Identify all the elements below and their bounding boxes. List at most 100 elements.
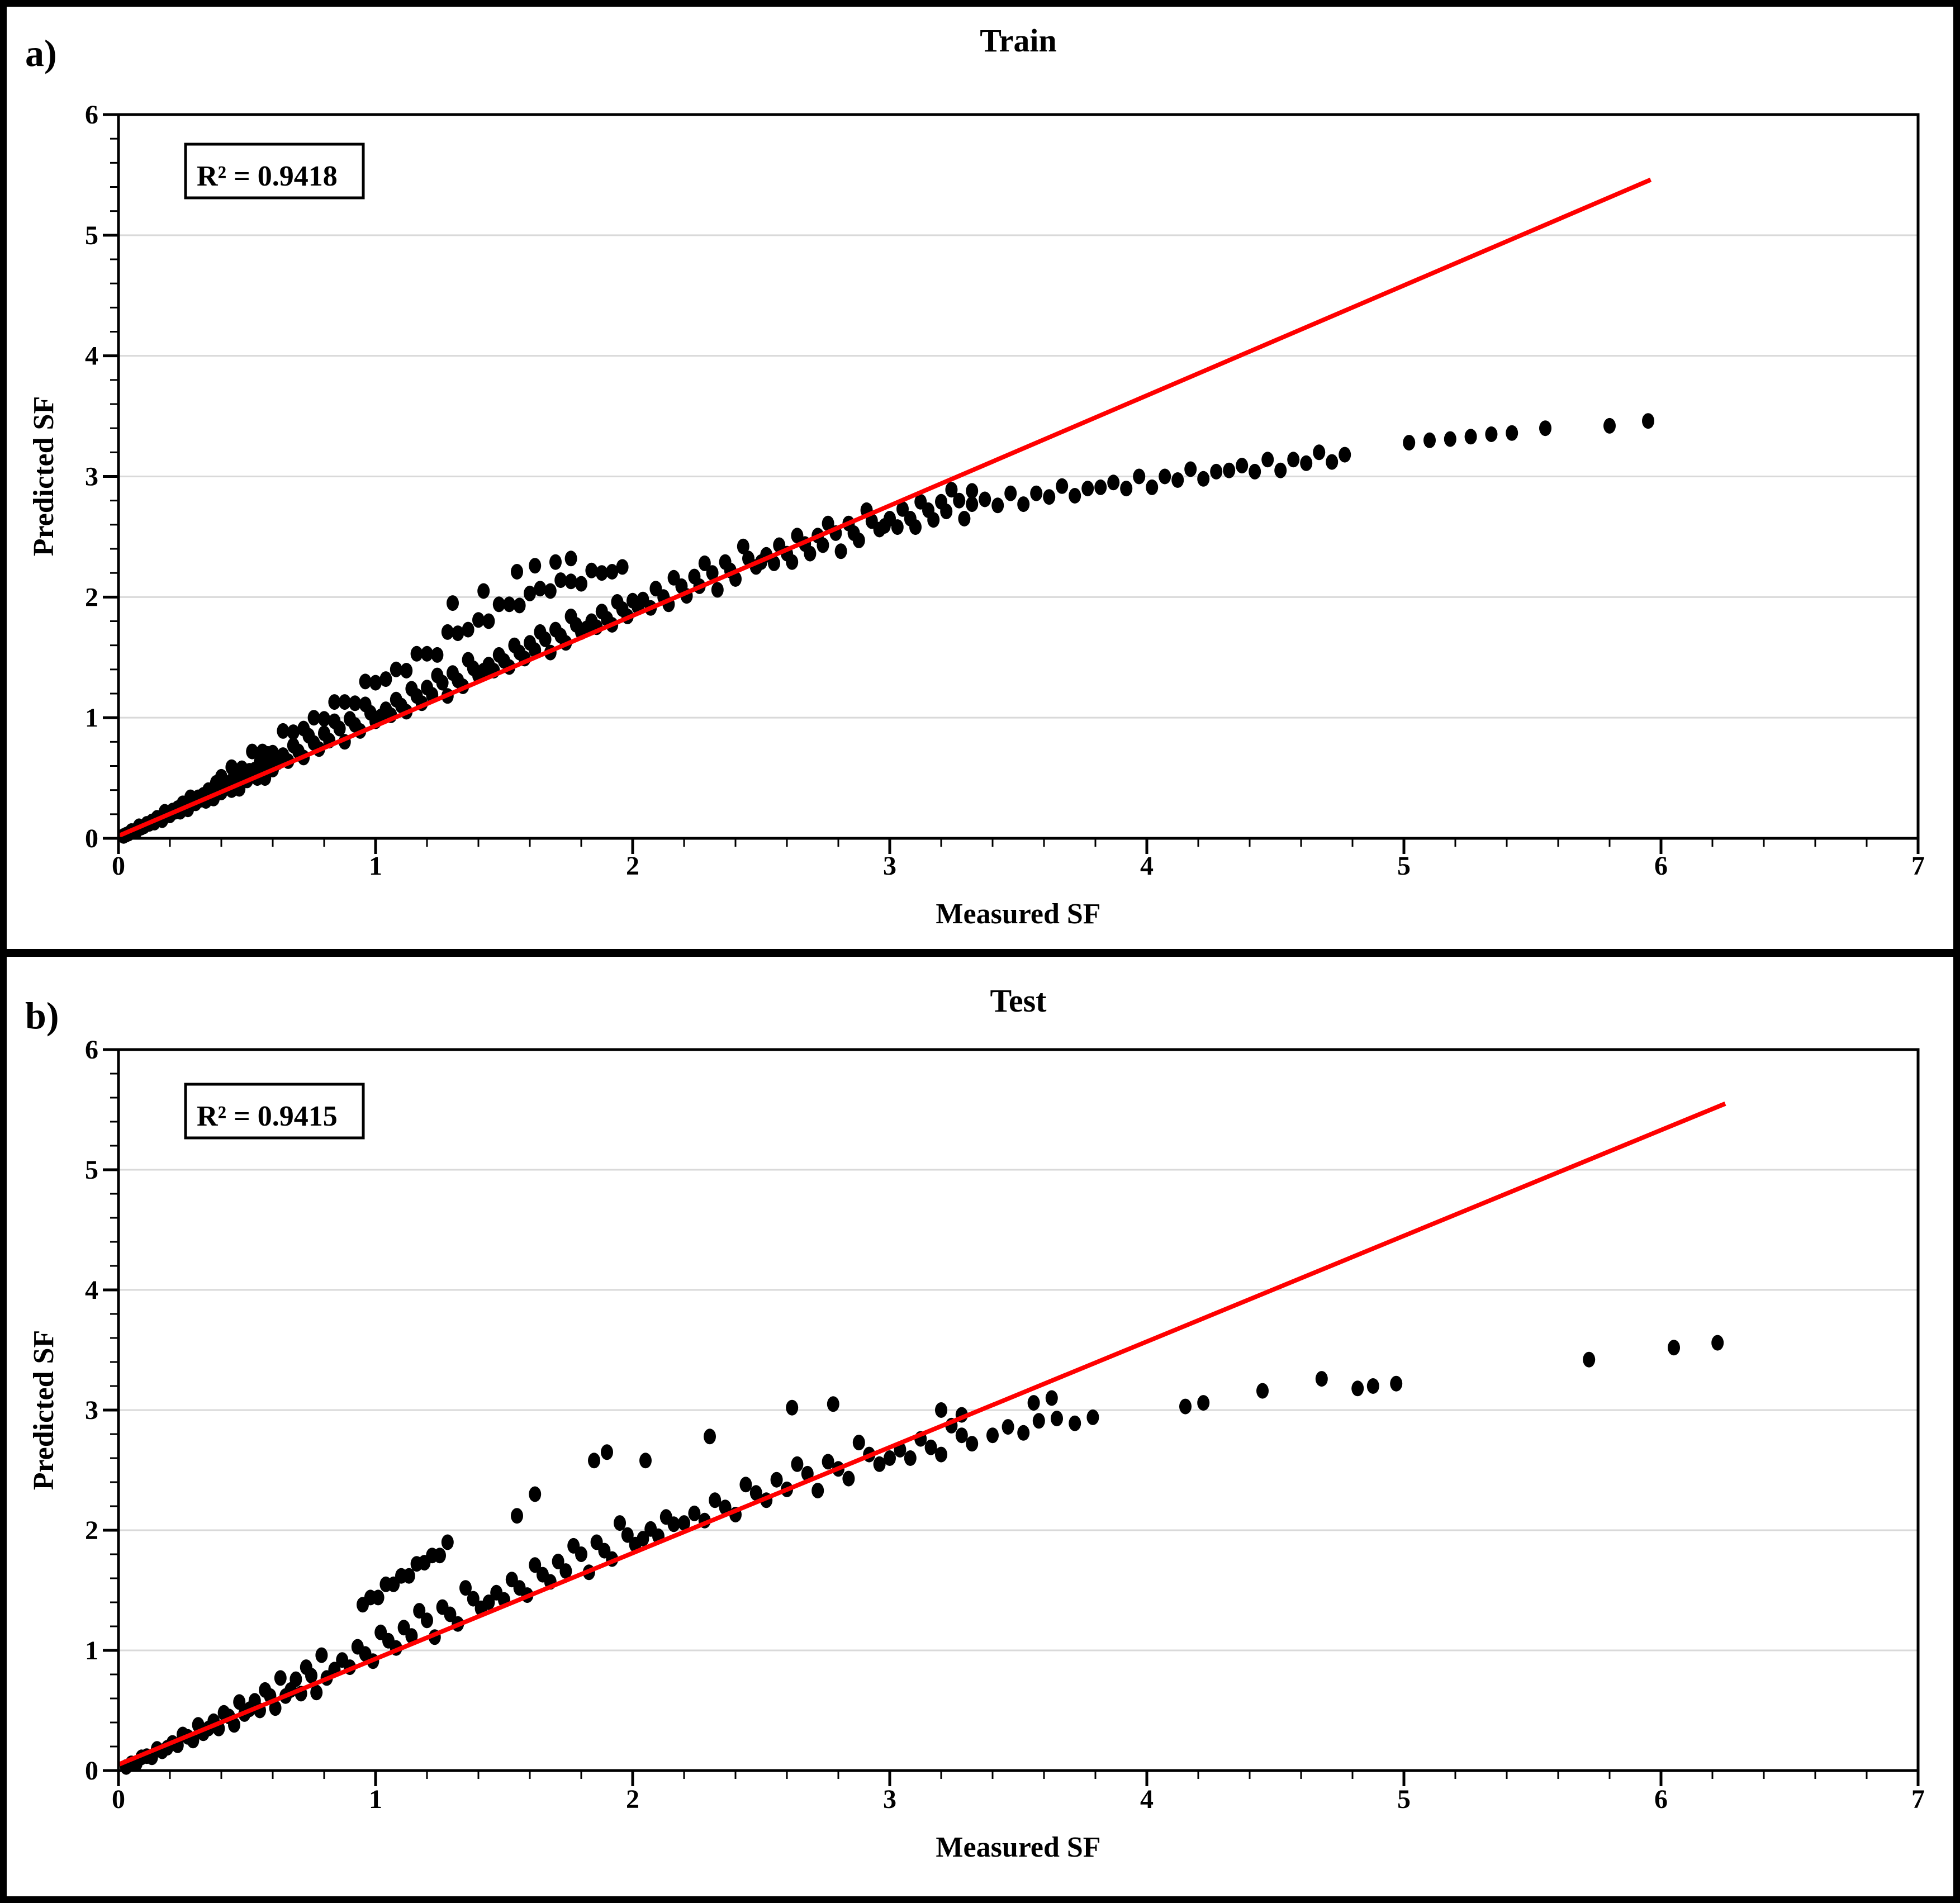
scatter-points-b	[120, 1335, 1724, 1775]
scatter-point	[909, 519, 922, 535]
scatter-point	[711, 582, 724, 598]
r2-box-b	[184, 1083, 365, 1140]
scatter-point	[1339, 447, 1351, 463]
scatter-point	[966, 1436, 979, 1452]
y-tick-label: 4	[85, 341, 98, 371]
scatter-point	[1179, 1398, 1192, 1415]
panel-test: b) Test 0 1 2 3 4 5 6 7 0 1 2 3 4 5 6 R² = 0.9415 Mea…	[25, 983, 1925, 1863]
scatter-point	[768, 555, 780, 571]
scatter-point	[529, 1557, 542, 1573]
scatter-point	[1081, 481, 1094, 497]
axis-ticks-b	[103, 1048, 1920, 1786]
scatter-point	[1668, 1340, 1680, 1356]
y-axis-label-b: Predicted SF	[28, 1330, 60, 1490]
trendline-b	[117, 1102, 1726, 1767]
scatter-point	[1030, 485, 1043, 501]
scatter-point	[318, 711, 330, 727]
scatter-point	[1403, 435, 1416, 451]
scatter-point	[359, 673, 372, 690]
axis-ticks-a	[103, 113, 1920, 854]
scatter-point	[564, 573, 577, 590]
scatter-point	[349, 695, 362, 711]
scatter-point	[369, 675, 382, 691]
scatter-point	[986, 1427, 999, 1444]
scatter-point	[462, 621, 474, 638]
scatter-point	[559, 1563, 572, 1579]
scatter-point	[467, 1591, 480, 1607]
scatter-point	[482, 613, 495, 629]
panel-train: a) Train 0 1 2 3 4 5 6 7 0 1 2 3 4 5 6 R² = 0.9418 Me…	[25, 22, 1925, 930]
scatter-point	[333, 720, 346, 737]
scatter-point	[688, 1505, 701, 1521]
scatter-point	[1051, 1411, 1063, 1427]
scatter-point	[441, 624, 454, 640]
scatter-point	[884, 1450, 896, 1466]
scatter-point	[927, 512, 940, 528]
scatter-point	[1313, 444, 1326, 461]
scatter-point	[873, 1456, 886, 1472]
scatter-point	[904, 1450, 917, 1466]
x-tick-label: 0	[112, 851, 125, 881]
scatter-point	[1197, 1395, 1210, 1411]
scatter-point	[955, 1427, 968, 1444]
r2-value-a: R² = 0.9418	[197, 160, 338, 192]
scatter-point	[979, 491, 991, 507]
scatter-point	[698, 555, 711, 571]
scatter-point	[966, 496, 979, 512]
scatter-point	[1002, 1419, 1014, 1435]
scatter-point	[791, 1456, 804, 1472]
scatter-point	[706, 565, 719, 581]
scatter-point	[246, 743, 259, 760]
y-tick-labels-b: 0 1 2 3 4 5 6	[85, 1035, 98, 1786]
scatter-point	[524, 585, 536, 601]
scatter-point	[1032, 1413, 1045, 1429]
scatter-point	[786, 554, 799, 570]
x-tick-label: 2	[626, 851, 639, 881]
scatter-point	[421, 646, 433, 662]
trendline-a	[117, 177, 1652, 838]
scatter-point	[1300, 455, 1313, 471]
scatter-point	[511, 1508, 523, 1524]
scatter-point	[267, 744, 279, 761]
scatter-point	[290, 1671, 302, 1687]
scatter-point	[379, 671, 392, 687]
r2-box-a	[184, 143, 365, 200]
scatter-point	[827, 1396, 839, 1412]
x-tick-label: 3	[883, 851, 896, 881]
scatter-point	[1256, 1383, 1269, 1399]
gridlines-a	[118, 234, 1918, 719]
scatter-point	[667, 1516, 680, 1532]
scatter-point	[402, 1568, 415, 1584]
scatter-point	[935, 1402, 947, 1418]
scatter-point	[459, 1580, 472, 1596]
scatter-point	[1274, 462, 1287, 478]
scatter-point	[1056, 478, 1069, 494]
scatter-point	[413, 1603, 426, 1619]
scatter-point	[1603, 417, 1616, 434]
scatter-point	[564, 551, 577, 567]
scatter-point	[1184, 461, 1197, 477]
scatter-point	[1485, 426, 1498, 442]
y-tick-label: 0	[85, 824, 98, 853]
x-tick-label: 1	[369, 851, 382, 881]
scatter-point	[749, 1485, 762, 1501]
scatter-point	[1094, 479, 1107, 495]
scatter-point	[940, 504, 953, 520]
scatter-point	[817, 537, 829, 553]
scatter-point	[709, 1492, 722, 1508]
scatter-point	[1120, 481, 1133, 497]
scatter-point	[1464, 429, 1477, 445]
x-tick-label: 4	[1140, 851, 1154, 881]
scatter-point	[549, 554, 562, 570]
scatter-point	[472, 612, 485, 628]
scatter-point	[1539, 420, 1551, 436]
scatter-point	[852, 532, 865, 548]
scatter-point	[552, 1553, 564, 1569]
scatter-point	[315, 1647, 328, 1663]
x-tick-label: 7	[1911, 1785, 1925, 1814]
scatter-point	[338, 694, 351, 710]
scatter-point	[503, 596, 516, 613]
scatter-point	[834, 543, 847, 559]
scatter-point	[842, 1470, 855, 1487]
